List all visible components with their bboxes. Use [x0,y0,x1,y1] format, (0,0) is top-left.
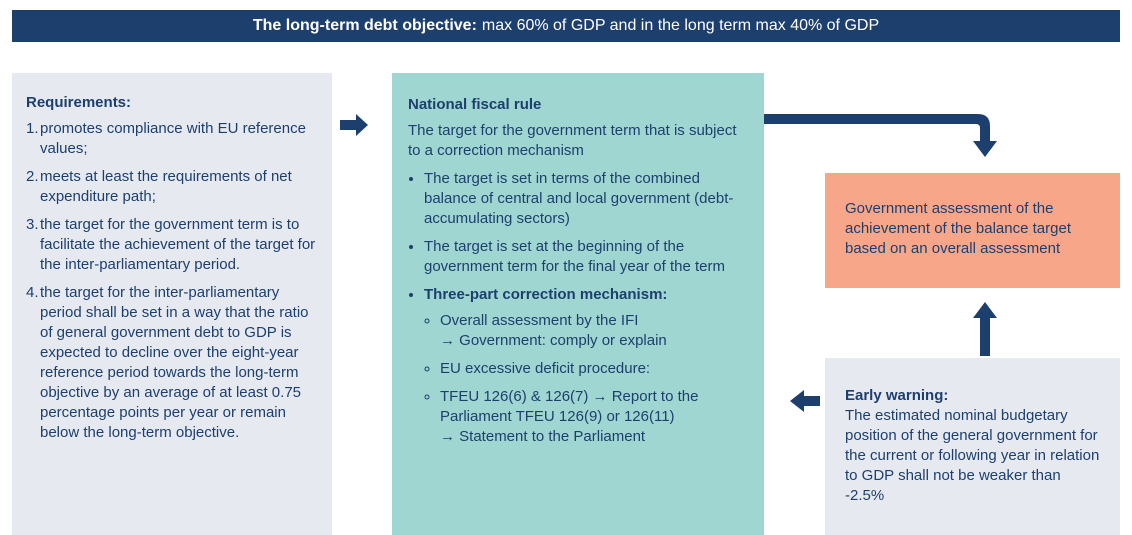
requirements-title: Requirements: [26,94,132,111]
requirement-item: 4. the target for the inter-parliamentary… [26,283,318,443]
elbow-arrow-head [973,141,997,157]
rule-bullets: The target is set in terms of the combin… [408,169,748,447]
mechanism-item: EU excessive deficit procedure: [440,359,748,379]
national-rule-title: National fiscal rule [408,96,542,113]
requirement-item: 3. the target for the government term is … [26,215,318,275]
requirement-item: 2. meets at least the requirements of net… [26,167,318,207]
banner: The long-term debt objective: max 60% of … [12,10,1120,42]
early-warning-text: The estimated nominal budgetary position… [845,407,1100,504]
arrow-left-head [790,390,804,412]
item-text: the target for the inter-parliamentary p… [40,284,309,441]
mechanism-title: Three-part correction mechanism: [424,286,668,303]
rule-bullet: The target is set at the beginning of th… [424,237,748,277]
arrow-up [980,316,990,356]
requirements-box: Requirements: 1. promotes compliance with… [12,73,332,535]
item-text: promotes compliance with EU reference va… [40,120,306,157]
banner-bold: The long-term debt objective: [252,17,477,34]
banner-text: max 60% of GDP and in the long term max … [481,17,880,34]
item-number: 3. [26,216,39,233]
rule-bullet: The target is set in terms of the combin… [424,169,748,229]
national-rule-box: National fiscal rule The target for the … [392,73,764,535]
requirements-list: 1. promotes compliance with EU reference … [26,119,318,443]
item-number: 2. [26,168,39,185]
early-warning-title: Early warning: [845,387,949,404]
arrow-right-head [356,114,368,136]
assessment-text: Government assessment of the achievement… [845,200,1071,257]
item-number: 1. [26,120,39,137]
elbow-arrow [764,114,990,143]
mechanism: Three-part correction mechanism: Overall … [424,285,748,447]
arrow-right [340,120,356,130]
assessment-box: Government assessment of the achievement… [825,173,1120,288]
requirement-item: 1. promotes compliance with EU reference … [26,119,318,159]
arrow-left [804,396,820,406]
item-number: 4. [26,284,39,301]
mechanism-item: TFEU 126(6) & 126(7) → Report to the Par… [440,387,748,447]
early-warning-box: Early warning: The estimated nominal bud… [825,358,1120,535]
item-text: meets at least the requirements of net e… [40,168,292,205]
mechanism-list: Overall assessment by the IFI → Governme… [424,311,748,447]
national-rule-intro: The target for the government term that … [408,122,737,159]
arrow-up-head [973,302,997,318]
mechanism-item: Overall assessment by the IFI → Governme… [440,311,748,351]
item-text: the target for the government term is to… [40,216,316,273]
